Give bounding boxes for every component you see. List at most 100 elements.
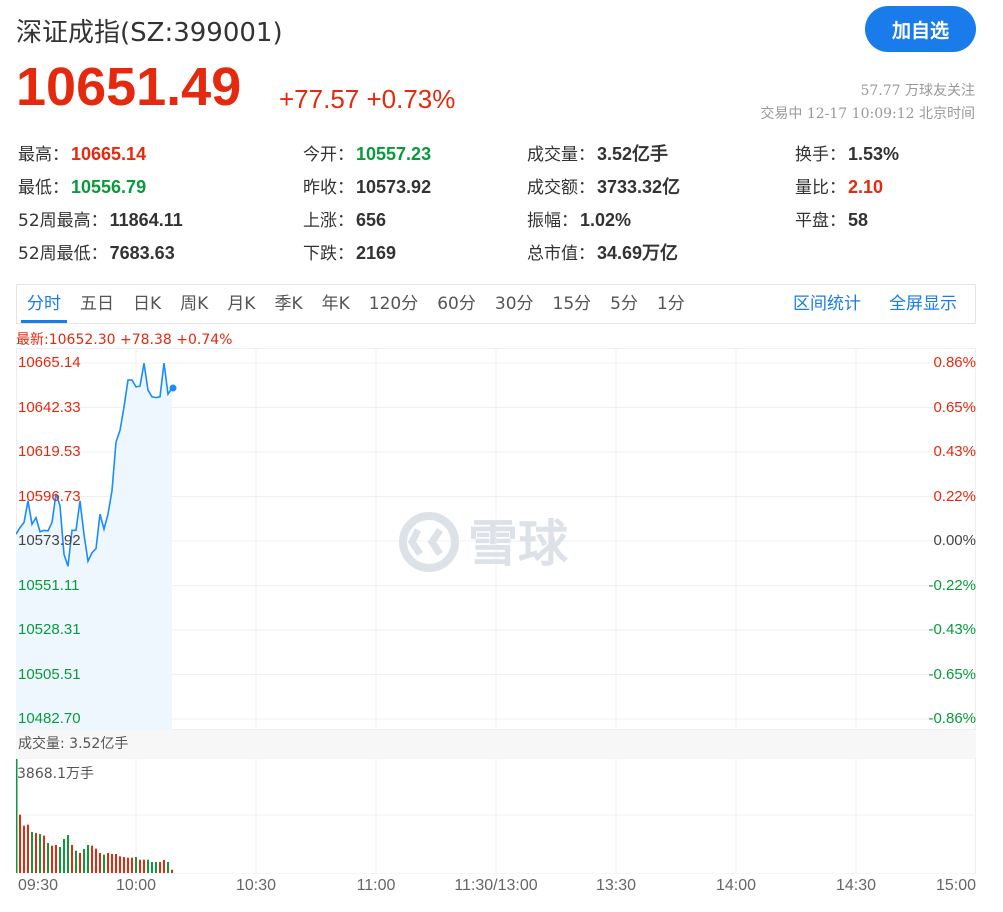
time-tick-label: 10:30 xyxy=(235,877,277,894)
tab-11[interactable]: 5分 xyxy=(610,294,638,314)
volume-bar xyxy=(43,835,45,873)
volume-bar xyxy=(115,853,117,873)
price-line xyxy=(16,362,173,567)
price-tick-label: 10482.70 xyxy=(18,710,81,727)
stat-label: 52周最高： xyxy=(18,211,108,231)
volume-bar xyxy=(55,845,57,873)
volume-bar xyxy=(167,862,169,873)
time-tick-label: 10:00 xyxy=(115,877,157,894)
volume-bar xyxy=(139,859,141,873)
volume-bar xyxy=(119,856,121,873)
stat-label: 总市值： xyxy=(527,244,595,264)
price-tick-label: 10528.31 xyxy=(18,621,81,638)
stat-item: 最低： 10556.79 xyxy=(18,173,146,198)
volume-bar xyxy=(63,838,65,873)
stat-item: 最高： 10665.14 xyxy=(18,140,146,165)
price-tick-label: 10505.51 xyxy=(18,665,81,683)
volume-bar xyxy=(131,857,133,873)
watermark-mark-icon xyxy=(407,528,443,556)
tab-5[interactable]: 季K xyxy=(274,294,303,314)
chart-tabs: 分时 五日 日K 周K 月K 季K 年K 120分 60分 30分 15分 5分 1分 区间统计 全屏显示 xyxy=(16,284,976,324)
volume-bar xyxy=(47,842,49,873)
percent-tick-label: -0.22% xyxy=(928,576,976,594)
tab-1[interactable]: 五日 xyxy=(80,294,114,314)
stat-label: 平盘： xyxy=(795,211,846,231)
stat-label: 振幅： xyxy=(527,211,578,231)
volume-bar xyxy=(51,845,53,873)
volume-bar xyxy=(163,860,165,873)
tab-10[interactable]: 15分 xyxy=(552,294,592,314)
volume-bar xyxy=(135,856,137,873)
stat-item: 52周最低： 7683.63 xyxy=(18,239,175,264)
stat-value: 10557.23 xyxy=(356,144,432,164)
percent-tick-label: 0.86% xyxy=(933,354,976,371)
price-tick-label: 10665.14 xyxy=(18,354,81,371)
stat-label: 下跌： xyxy=(303,244,354,264)
tab-6[interactable]: 年K xyxy=(321,294,350,314)
stat-value: 7683.63 xyxy=(109,243,175,263)
stat-value: 1.02% xyxy=(580,210,632,230)
stat-value: 10665.14 xyxy=(71,144,147,164)
stat-item: 总市值： 34.69万亿 xyxy=(527,239,678,265)
price-tick-label: 10573.92 xyxy=(18,532,81,549)
tab-9[interactable]: 30分 xyxy=(494,294,534,314)
stat-item: 昨收： 10573.92 xyxy=(303,173,431,198)
volume-bar xyxy=(107,852,109,873)
volume-bar xyxy=(59,847,61,873)
stat-label: 上涨： xyxy=(303,211,354,231)
stat-value: 11864.11 xyxy=(109,210,183,230)
price-tick-label: 10551.11 xyxy=(18,576,80,594)
volume-bar xyxy=(79,852,81,873)
latest-price-dot xyxy=(169,384,177,392)
stat-value: 1.53% xyxy=(848,144,900,164)
time-tick-label: 11:30/13:00 xyxy=(454,877,538,894)
volume-bar xyxy=(143,859,145,873)
time-tick-label: 14:30 xyxy=(835,877,877,894)
xueqiu-watermark-logo: 雪球 xyxy=(399,512,569,573)
range-stats-button[interactable]: 区间统计 xyxy=(793,294,861,314)
volume-bar xyxy=(159,862,161,873)
volume-bar xyxy=(83,849,85,873)
stat-item: 下跌： 2169 xyxy=(303,239,396,264)
volume-bar xyxy=(31,832,33,873)
tab-7[interactable]: 120分 xyxy=(368,294,419,314)
fullscreen-button[interactable]: 全屏显示 xyxy=(889,294,957,314)
stat-label: 量比： xyxy=(795,178,846,198)
volume-bar xyxy=(99,852,101,873)
current-price: 10651.49 xyxy=(16,57,242,117)
time-tick-label: 09:30 xyxy=(17,877,59,894)
stat-item: 量比： 2.10 xyxy=(795,173,883,198)
volume-chart[interactable] xyxy=(16,758,976,874)
add-watchlist-button[interactable]: 加自选 xyxy=(865,6,976,52)
tab-4[interactable]: 月K xyxy=(227,294,256,314)
volume-bar xyxy=(111,853,113,873)
tab-8[interactable]: 60分 xyxy=(437,294,476,314)
followers-count: 57.77 万球友关注 xyxy=(860,83,975,99)
volume-bar xyxy=(19,814,21,873)
stat-item: 成交额： 3733.32亿 xyxy=(527,173,680,199)
tab-2[interactable]: 日K xyxy=(133,294,162,314)
percent-tick-label: -0.65% xyxy=(928,665,976,683)
percent-tick-label: 0.00% xyxy=(933,532,976,549)
volume-bar xyxy=(27,824,29,873)
stat-label: 最高： xyxy=(18,145,69,165)
stat-item: 上涨： 656 xyxy=(303,206,386,231)
volume-bar xyxy=(127,857,129,873)
volume-bar xyxy=(23,825,25,873)
tab-3[interactable]: 周K xyxy=(180,294,209,314)
price-chart[interactable]: 雪球 xyxy=(16,348,976,730)
stat-item: 振幅： 1.02% xyxy=(527,206,631,231)
price-tick-label: 10596.73 xyxy=(18,487,81,505)
volume-bar xyxy=(151,862,153,873)
volume-bar xyxy=(95,848,97,873)
stat-label: 成交额： xyxy=(527,178,595,198)
trading-status: 交易中 12-17 10:09:12 北京时间 xyxy=(760,106,975,122)
tab-0[interactable]: 分时 xyxy=(21,285,67,323)
stat-label: 换手： xyxy=(795,145,846,165)
tab-12[interactable]: 1分 xyxy=(656,294,685,314)
volume-bar xyxy=(71,845,73,873)
percent-tick-label: 0.43% xyxy=(933,443,976,460)
volume-bar xyxy=(16,759,18,873)
stat-value: 2.10 xyxy=(848,177,884,197)
volume-bar xyxy=(123,856,125,873)
